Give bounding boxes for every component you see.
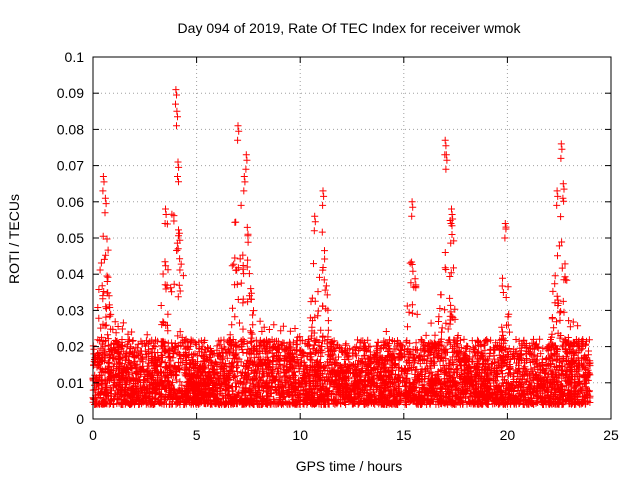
x-tick-label: 5	[193, 427, 201, 443]
y-tick-label: 0.07	[57, 158, 84, 174]
y-tick-label: 0.02	[57, 339, 84, 355]
y-tick-label: 0.09	[57, 85, 84, 101]
y-tick-label: 0.05	[57, 230, 84, 246]
x-tick-label: 0	[89, 427, 97, 443]
y-tick-label: 0.06	[57, 194, 84, 210]
y-tick-label: 0.04	[57, 266, 84, 282]
x-axis-ticks: 0 5 10 15 20 25	[89, 57, 619, 443]
y-axis-ticks: 0 0.01 0.02 0.03 0.04 0.05 0.06 0.07 0.08 0.09 0.1	[57, 49, 611, 427]
roti-points	[89, 86, 594, 408]
y-tick-label: 0.1	[65, 49, 85, 65]
x-tick-label: 25	[603, 427, 619, 443]
y-tick-label: 0.01	[57, 375, 84, 391]
data-points	[89, 86, 594, 408]
y-tick-label: 0.08	[57, 121, 84, 137]
y-axis-label: ROTI / TECUs	[6, 194, 22, 284]
y-tick-label: 0.03	[57, 302, 84, 318]
x-tick-label: 20	[500, 427, 516, 443]
chart-title: Day 094 of 2019, Rate Of TEC Index for r…	[178, 20, 522, 36]
x-tick-label: 10	[292, 427, 308, 443]
y-tick-label: 0	[76, 411, 84, 427]
x-tick-label: 15	[396, 427, 412, 443]
x-axis-label: GPS time / hours	[296, 458, 403, 474]
